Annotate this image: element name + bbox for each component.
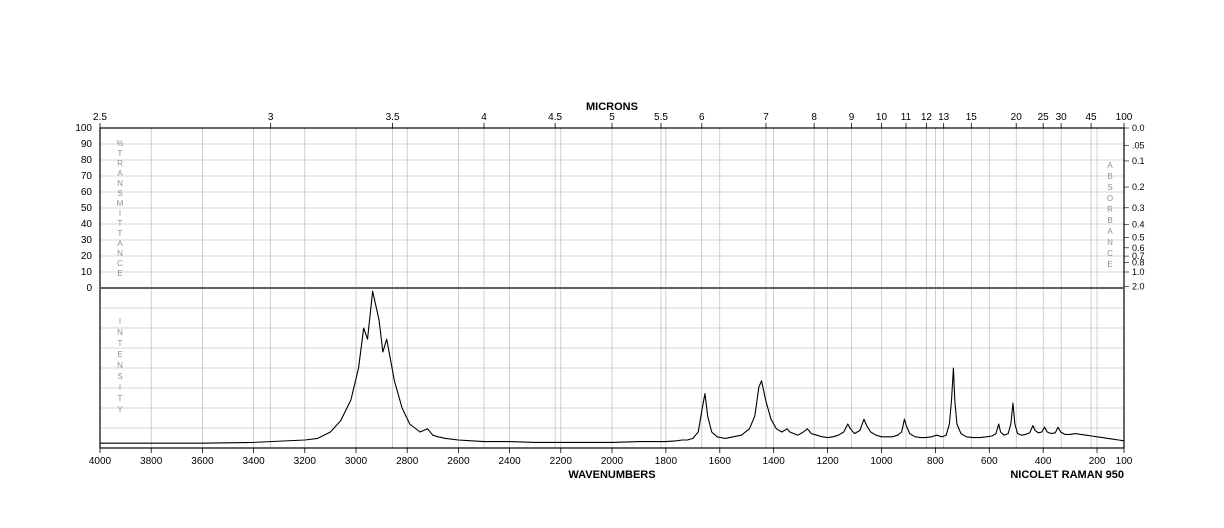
svg-text:2.0: 2.0 <box>1132 281 1145 291</box>
svg-text:3000: 3000 <box>345 456 368 467</box>
svg-text:A: A <box>117 169 123 178</box>
svg-text:4000: 4000 <box>89 456 112 467</box>
svg-text:45: 45 <box>1086 112 1098 123</box>
svg-text:60: 60 <box>81 187 93 198</box>
svg-text:Y: Y <box>117 405 123 414</box>
svg-text:T: T <box>118 219 123 228</box>
svg-text:20: 20 <box>1011 112 1023 123</box>
svg-text:A: A <box>117 239 123 248</box>
svg-text:C: C <box>117 259 123 268</box>
svg-text:1800: 1800 <box>655 456 678 467</box>
svg-text:NICOLET RAMAN 950: NICOLET RAMAN 950 <box>1010 469 1124 481</box>
svg-text:3.5: 3.5 <box>386 112 400 123</box>
svg-text:2000: 2000 <box>601 456 624 467</box>
svg-text:2800: 2800 <box>396 456 419 467</box>
svg-text:0: 0 <box>86 283 92 294</box>
svg-text:20: 20 <box>81 251 93 262</box>
svg-text:100: 100 <box>1116 112 1133 123</box>
svg-text:R: R <box>117 159 123 168</box>
svg-text:3: 3 <box>268 112 274 123</box>
svg-text:30: 30 <box>81 235 93 246</box>
svg-text:1000: 1000 <box>870 456 893 467</box>
svg-text:I: I <box>119 317 121 326</box>
svg-text:2400: 2400 <box>498 456 521 467</box>
svg-text:200: 200 <box>1089 456 1106 467</box>
svg-text:0.4: 0.4 <box>1132 219 1145 229</box>
svg-text:R: R <box>1107 205 1113 214</box>
svg-text:B: B <box>1107 172 1112 181</box>
svg-text:E: E <box>117 269 122 278</box>
svg-text:E: E <box>117 350 122 359</box>
svg-text:15: 15 <box>966 112 978 123</box>
svg-text:1400: 1400 <box>763 456 786 467</box>
svg-text:30: 30 <box>1056 112 1068 123</box>
svg-text:10: 10 <box>876 112 888 123</box>
svg-text:8: 8 <box>811 112 817 123</box>
svg-text:5: 5 <box>609 112 615 123</box>
svg-text:12: 12 <box>921 112 933 123</box>
svg-text:4: 4 <box>481 112 487 123</box>
svg-text:T: T <box>118 229 123 238</box>
svg-text:6: 6 <box>699 112 705 123</box>
svg-text:M: M <box>117 199 124 208</box>
svg-text:13: 13 <box>938 112 950 123</box>
svg-text:O: O <box>1107 194 1113 203</box>
svg-text:5.5: 5.5 <box>654 112 668 123</box>
svg-text:10: 10 <box>81 267 93 278</box>
svg-text:40: 40 <box>81 219 93 230</box>
svg-text:1200: 1200 <box>816 456 839 467</box>
svg-text:11: 11 <box>901 112 912 123</box>
svg-text:0.3: 0.3 <box>1132 203 1145 213</box>
svg-text:3400: 3400 <box>242 456 265 467</box>
svg-text:A: A <box>1107 227 1113 236</box>
svg-text:4.5: 4.5 <box>548 112 562 123</box>
svg-text:100: 100 <box>1116 456 1133 467</box>
svg-text:80: 80 <box>81 155 93 166</box>
svg-text:800: 800 <box>927 456 944 467</box>
svg-text:S: S <box>1107 183 1112 192</box>
svg-text:N: N <box>1107 238 1113 247</box>
svg-text:7: 7 <box>763 112 769 123</box>
svg-text:90: 90 <box>81 139 93 150</box>
svg-text:3800: 3800 <box>140 456 163 467</box>
svg-text:3600: 3600 <box>191 456 214 467</box>
svg-text:WAVENUMBERS: WAVENUMBERS <box>568 469 655 481</box>
svg-text:9: 9 <box>849 112 855 123</box>
spectrum-chart: 01020304050607080901000.0.050.10.20.30.4… <box>0 0 1224 528</box>
svg-text:A: A <box>1107 161 1113 170</box>
svg-text:50: 50 <box>81 203 93 214</box>
svg-text:C: C <box>1107 249 1113 258</box>
svg-text:1.0: 1.0 <box>1132 267 1145 277</box>
svg-text:I: I <box>119 209 121 218</box>
svg-text:0.2: 0.2 <box>1132 182 1145 192</box>
svg-text:N: N <box>117 179 123 188</box>
svg-text:.05: .05 <box>1132 140 1145 150</box>
svg-text:N: N <box>117 361 123 370</box>
svg-text:E: E <box>1107 260 1112 269</box>
svg-text:S: S <box>117 189 122 198</box>
svg-text:T: T <box>118 339 123 348</box>
svg-text:100: 100 <box>75 123 92 134</box>
svg-text:3200: 3200 <box>294 456 317 467</box>
svg-text:N: N <box>117 249 123 258</box>
svg-text:0.0: 0.0 <box>1132 123 1145 133</box>
svg-text:%: % <box>116 139 123 148</box>
svg-text:70: 70 <box>81 171 93 182</box>
svg-text:B: B <box>1107 216 1112 225</box>
svg-text:1600: 1600 <box>709 456 732 467</box>
svg-text:600: 600 <box>981 456 998 467</box>
svg-text:0.5: 0.5 <box>1132 232 1145 242</box>
svg-text:T: T <box>118 149 123 158</box>
spectrum-svg: 01020304050607080901000.0.050.10.20.30.4… <box>0 0 1224 528</box>
svg-text:25: 25 <box>1038 112 1050 123</box>
svg-text:0.1: 0.1 <box>1132 156 1145 166</box>
svg-text:N: N <box>117 328 123 337</box>
svg-text:T: T <box>118 394 123 403</box>
svg-text:2600: 2600 <box>447 456 470 467</box>
svg-text:2200: 2200 <box>550 456 573 467</box>
svg-text:2.5: 2.5 <box>93 112 107 123</box>
svg-text:400: 400 <box>1035 456 1052 467</box>
svg-text:S: S <box>117 372 122 381</box>
svg-text:I: I <box>119 383 121 392</box>
